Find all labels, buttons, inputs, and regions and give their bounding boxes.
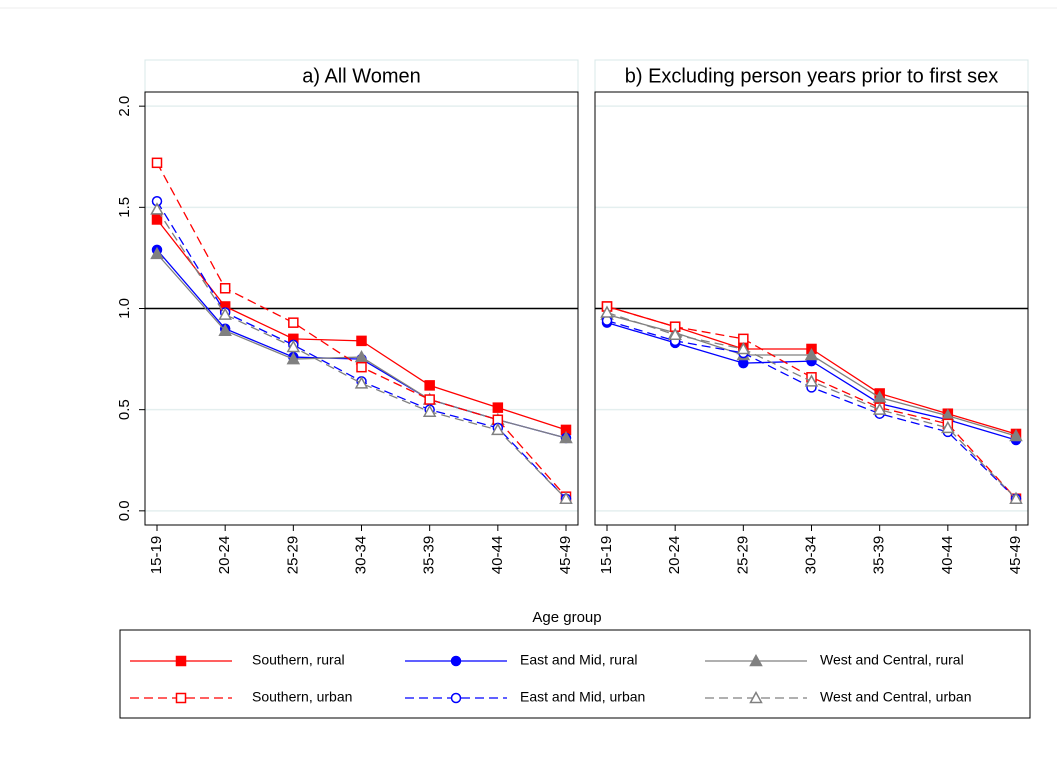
point: [354, 376, 369, 389]
legend-label: West and Central, rural: [820, 652, 964, 668]
point: [941, 420, 955, 434]
point: [804, 374, 819, 387]
x-tick-label: 20-24: [216, 536, 233, 574]
point: [356, 361, 367, 373]
point: [218, 307, 232, 320]
point: [288, 317, 299, 328]
legend-box: [119, 629, 1031, 719]
legend-marker: [450, 692, 462, 704]
legend-label: Southern, rural: [252, 652, 345, 668]
x-tick-label: 35-39: [421, 536, 438, 574]
x-tick-label: 40-44: [489, 536, 506, 574]
point: [151, 214, 163, 225]
point: [1009, 491, 1023, 504]
point: [559, 491, 573, 504]
legend-label: East and Mid, rural: [520, 652, 638, 668]
point: [219, 283, 231, 294]
series-line: [156, 219, 567, 431]
x-tick-label: 25-29: [284, 536, 301, 574]
point: [872, 390, 887, 403]
x-tick-label: 35-39: [871, 536, 888, 574]
point: [492, 402, 504, 413]
x-tick-label: 30-34: [802, 536, 819, 574]
legend-marker: [450, 655, 462, 667]
point: [424, 394, 435, 405]
point: [356, 335, 367, 347]
point: [151, 157, 163, 169]
series-line: [606, 305, 1017, 435]
point: [150, 246, 164, 260]
series-line: [156, 200, 567, 500]
point: [872, 402, 887, 415]
legend-label: East and Mid, urban: [520, 689, 645, 705]
point: [150, 202, 164, 215]
point: [600, 305, 614, 318]
y-tick-label: 1.5: [116, 197, 133, 218]
x-tick-label: 30-34: [352, 536, 369, 574]
x-tick-label: 15-19: [148, 536, 165, 574]
x-tick-label: 45-49: [557, 536, 574, 574]
point: [736, 341, 751, 355]
x-tick-label: 25-29: [734, 536, 751, 574]
panel-title: a) All Women: [302, 65, 421, 87]
legend-marker: [749, 690, 763, 704]
title-strip: [594, 59, 1029, 93]
y-tick-label: 2.0: [116, 96, 133, 117]
legend-marker: [749, 653, 763, 667]
point: [422, 404, 437, 417]
legend-label: West and Central, urban: [820, 689, 972, 705]
y-tick-label: 0.5: [116, 399, 133, 420]
panel-title: b) Excluding person years prior to first…: [625, 65, 999, 87]
point: [668, 327, 682, 341]
x-tick-label: 40-44: [939, 536, 956, 574]
y-tick-label: 0.0: [116, 500, 133, 521]
legend-marker: [175, 692, 187, 704]
x-tick-label: 20-24: [666, 536, 683, 574]
series-line: [606, 305, 1017, 500]
legend-label: Southern, urban: [252, 689, 352, 705]
point: [559, 430, 573, 444]
x-tick-label: 45-49: [1007, 536, 1024, 574]
legend-marker: [175, 655, 187, 667]
x-tick-label: 15-19: [598, 536, 615, 574]
point: [218, 323, 232, 337]
point: [804, 347, 819, 361]
series-line: [156, 162, 567, 498]
point: [424, 380, 435, 391]
x-axis-label: Age group: [532, 609, 601, 626]
point: [1009, 428, 1023, 442]
point: [286, 339, 301, 353]
y-tick-label: 1.0: [116, 298, 133, 319]
point: [286, 352, 301, 365]
point: [491, 422, 505, 436]
point: [354, 350, 369, 363]
